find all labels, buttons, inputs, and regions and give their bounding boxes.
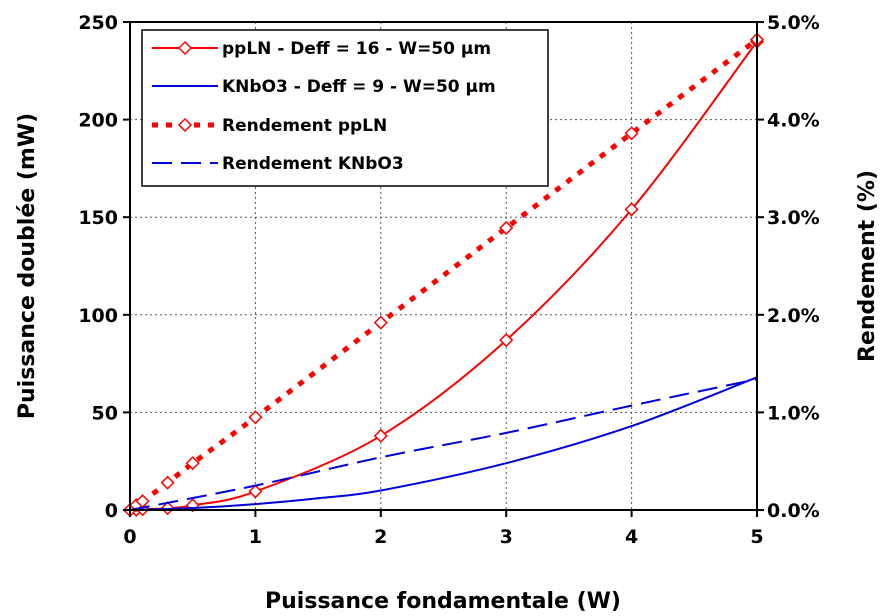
y-tick-label: 200	[78, 110, 118, 132]
data-point-marker	[499, 220, 514, 235]
y2-axis-title: Rendement (%)	[855, 170, 880, 362]
series-line-1	[129, 376, 758, 511]
legend-marker-ppln	[177, 40, 193, 56]
legend-label-rendement-ppln: Rendement ppLN	[222, 116, 387, 136]
y2-tick-label: 4.0%	[767, 110, 820, 132]
data-point-marker	[248, 484, 263, 499]
data-point-marker	[624, 126, 639, 141]
legend-box	[141, 29, 549, 187]
y-tick-label: 50	[92, 402, 118, 424]
series-layer	[122, 32, 765, 518]
y-axis-title: Puissance doublée (mW)	[15, 113, 40, 419]
y-tick-label: 250	[78, 12, 118, 34]
data-point-marker	[185, 456, 200, 471]
y2-tick-label: 3.0%	[767, 207, 820, 229]
x-tick-label: 5	[750, 526, 763, 548]
x-tick-label: 0	[123, 526, 136, 548]
y2-tick-label: 1.0%	[767, 402, 820, 424]
y-tick-label: 0	[105, 500, 118, 522]
legend-label-rendement-knbo3: Rendement KNbO3	[222, 154, 404, 174]
x-tick-label: 2	[374, 526, 387, 548]
data-point-marker	[373, 315, 388, 330]
legend-label-ppln: ppLN - Deff = 16 - W=50 µm	[222, 39, 491, 59]
data-point-marker	[160, 475, 175, 490]
x-tick-label: 1	[249, 526, 262, 548]
data-point-marker	[499, 333, 514, 348]
series-line-3	[129, 378, 758, 511]
y2-tick-label: 0.0%	[767, 500, 820, 522]
legend: ppLN - Deff = 16 - W=50 µm KNbO3 - Deff …	[141, 29, 549, 187]
data-point-marker	[624, 202, 639, 217]
legend-marker-rendement-ppln	[177, 117, 193, 133]
legend-label-knbo3: KNbO3 - Deff = 9 - W=50 µm	[222, 77, 496, 97]
plot-frame	[129, 21, 758, 511]
data-point-marker	[373, 428, 388, 443]
y-tick-label: 100	[78, 305, 118, 327]
x-tick-label: 3	[500, 526, 513, 548]
y2-tick-label: 2.0%	[767, 305, 820, 327]
y-tick-label: 150	[78, 207, 118, 229]
y2-tick-label: 5.0%	[767, 12, 820, 34]
x-axis-title: Puissance fondamentale (W)	[265, 589, 621, 614]
data-point-marker	[248, 410, 263, 425]
axis-ticks: 0 1 2 3 4 50501001502002500.0%1.0%2.0%3.0%4.0…	[78, 12, 819, 548]
x-tick-label: 4	[625, 526, 638, 548]
